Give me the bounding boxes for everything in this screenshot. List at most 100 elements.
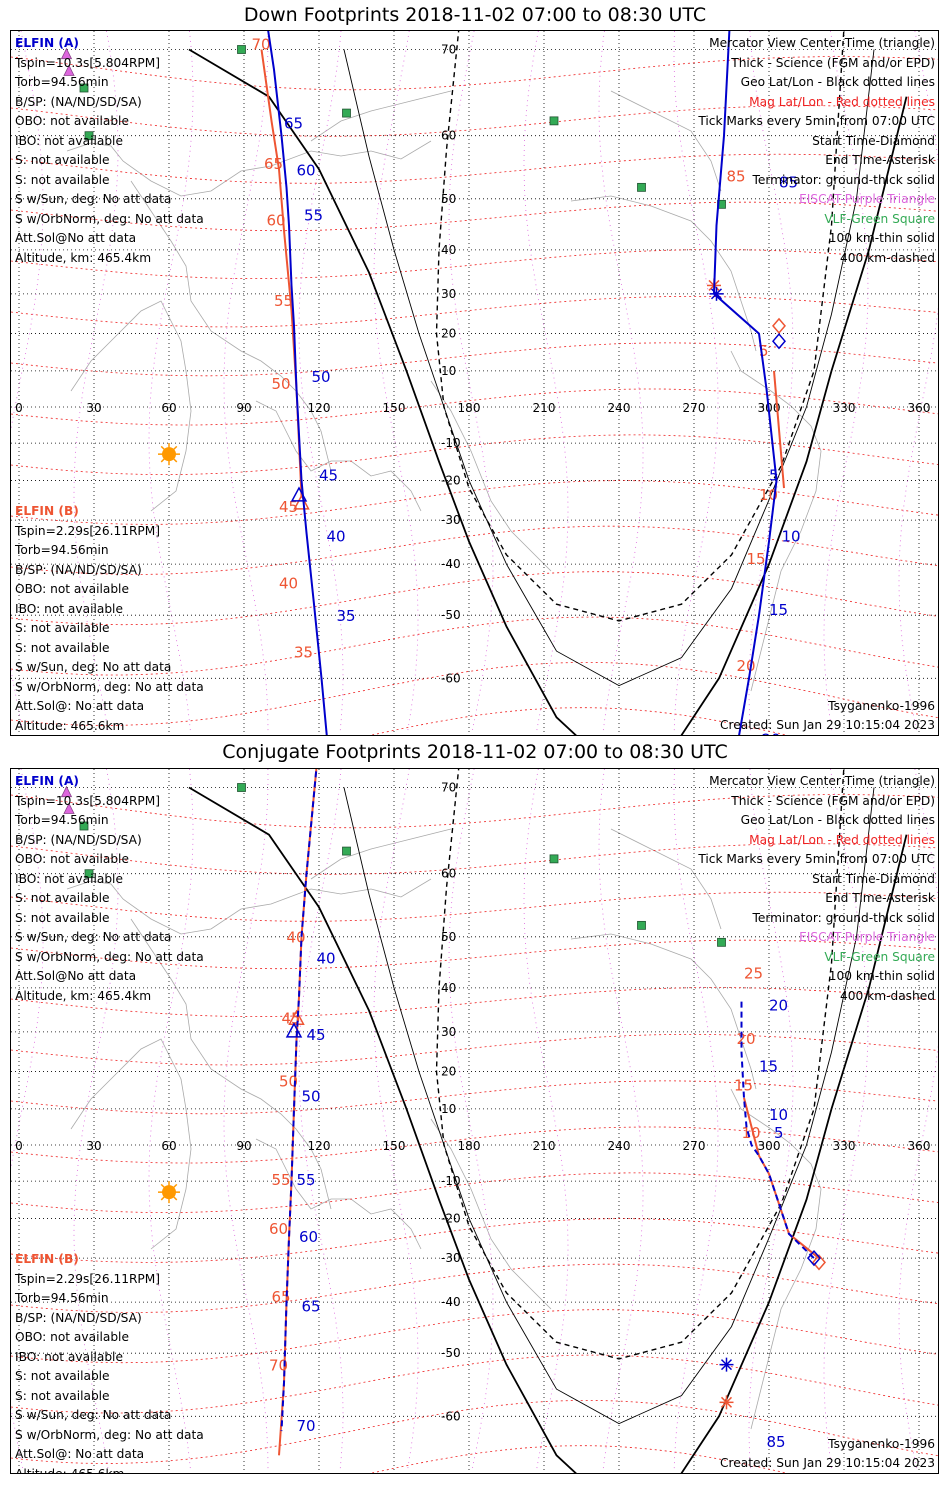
mag-grid-lat <box>11 1400 938 1464</box>
elfin-a-time-label: 65 <box>302 1298 321 1316</box>
vlf-site-marker <box>549 854 559 864</box>
elfin-b-info-line: OBO: not available <box>15 1330 129 1344</box>
legend-line: Geo Lat/Lon - Black dotted lines <box>740 75 935 89</box>
coastline <box>610 828 722 930</box>
x-tick-label: 360 <box>908 401 931 415</box>
y-tick-label: 10 <box>441 364 456 378</box>
elfin-a-info-line: OBO: not available <box>15 852 129 866</box>
mag-grid-lat <box>370 1445 788 1473</box>
coastline <box>310 828 452 880</box>
elfin-a-time-label: 70 <box>297 1417 316 1435</box>
elfin-b-info-line: Att.Sol@: No att data <box>15 1447 145 1461</box>
terminator-ground <box>188 786 908 1473</box>
elfin-b-info-line: S: not available <box>15 1388 110 1403</box>
elfin-a-center-triangle <box>285 1022 303 1038</box>
mag-grid-lat <box>11 1172 938 1213</box>
elfin-a-info-line: OBO: not available <box>15 114 129 128</box>
y-tick-label: -30 <box>441 513 461 527</box>
elfin-b-time-label: 60 <box>267 211 286 229</box>
y-tick-label: -20 <box>441 473 461 487</box>
legend-line: Mag Lat/Lon - Red dotted lines <box>749 832 935 847</box>
elfin-a-start-diamond <box>772 333 786 350</box>
elfin-b-header: ELFIN (B) <box>15 504 79 518</box>
elfin-b-info-line: IBO: not available <box>15 601 123 616</box>
elfin-b-time-label: 55 <box>272 1171 291 1189</box>
x-tick-label: 150 <box>383 1139 406 1153</box>
y-tick-label: 50 <box>441 930 456 944</box>
elfin-b-info-line: S w/OrbNorm, deg: No att data <box>15 1427 204 1442</box>
x-tick-label: 150 <box>383 401 406 415</box>
panel-conjugate-footprints: 0 30 60 90 120 150 180 210 240 270 300 330 360 70 60 50… <box>10 768 939 1474</box>
y-tick-label: 20 <box>441 1065 456 1079</box>
x-tick-label: 60 <box>161 1139 176 1153</box>
legend-line: Tick Marks every 5min from 07:00 UTC <box>698 852 935 866</box>
elfin-a-end-asterisk-stroke <box>710 288 723 300</box>
elfin-b-time-label: 10 <box>742 1124 761 1142</box>
x-tick-label: 120 <box>308 1139 331 1153</box>
elfin-b-info-line: Tspin=2.29s[26.11RPM] <box>15 1271 161 1286</box>
y-tick-label: -60 <box>441 1409 461 1423</box>
coastline <box>255 400 422 512</box>
map-down: 0 30 60 90 120 150 180 210 240 270 300 330 360706050… <box>11 31 938 736</box>
elfin-a-time-label: 50 <box>302 1088 321 1106</box>
vlf-site-marker <box>84 869 94 879</box>
elfin-a-info-line: Torb=94.56min <box>15 75 109 89</box>
elfin-a-time-label: 20 <box>762 730 781 736</box>
elfin-b-time-label: 85 <box>727 167 746 185</box>
elfin-a-time-label: 10 <box>769 1106 788 1124</box>
vlf-site-marker <box>342 108 351 118</box>
elfin-a-info-line: S w/OrbNorm, deg: No att data <box>15 949 204 964</box>
elfin-b-info-line: Torb=94.56min <box>15 543 109 557</box>
legend: Mercator View Center Time (triangle) Thic… <box>698 772 935 1006</box>
elfin-a-time-label: 5 <box>774 1124 784 1142</box>
y-tick-label: 30 <box>441 287 456 301</box>
elfin-a-info-line: Altitude, km: 465.4km <box>15 988 152 1003</box>
coastline <box>570 195 757 352</box>
mag-grid-lat <box>11 480 938 525</box>
mag-grid-lat <box>11 843 938 875</box>
legend: Mercator View Center Time (triangle) Thic… <box>698 34 935 268</box>
elfin-a-time-label: 45 <box>319 466 338 484</box>
elfin-a-info-line: S w/OrbNorm, deg: No att data <box>15 211 204 226</box>
y-tick-label: -50 <box>441 1346 461 1360</box>
y-tick-label: 40 <box>441 981 456 995</box>
x-tick-label: 330 <box>833 1139 856 1153</box>
elfin-a-time-label: 15 <box>759 1058 778 1076</box>
y-tick-label: -40 <box>441 1295 461 1309</box>
elfin-a-time-label: 40 <box>327 527 346 545</box>
vlf-site-marker <box>237 783 246 792</box>
legend-line: VLF-Green Square <box>824 949 935 964</box>
elfin-a-time-label: 40 <box>317 949 336 967</box>
sun-icon <box>158 1181 180 1204</box>
mag-grid-lon <box>598 769 644 1470</box>
info-elfin-b: ELFIN (B) Tspin=2.29s[26.11RPM] Torb=94.56… <box>15 502 204 735</box>
legend-line: Geo Lat/Lon - Black dotted lines <box>740 813 935 827</box>
elfin-b-info-line: B/SP: (NA/ND/SD/SA) <box>15 562 142 577</box>
elfin-a-info-line: S w/Sun, deg: No att data <box>15 192 172 206</box>
elfin-b-time-label: 25 <box>744 964 763 982</box>
elfin-b-time-label: 15 <box>747 550 766 568</box>
x-tick-label: 30 <box>86 1139 101 1153</box>
vlf-site-marker <box>717 937 726 947</box>
title-conjugate: Conjugate Footprints 2018-11-02 07:00 to… <box>222 741 728 763</box>
y-tick-label: -10 <box>441 1174 461 1188</box>
elfin-a-start-diamond <box>807 1250 821 1267</box>
sun-icon <box>158 443 180 466</box>
y-tick-label: -60 <box>441 671 461 685</box>
info-elfin-a: ELFIN (A) Tspin=10.3s[5.804RPM] Torb=94.56… <box>15 34 204 268</box>
mag-grid-lat <box>11 525 938 575</box>
mag-grid-lat <box>11 342 938 377</box>
mag-grid-lon <box>298 769 344 1470</box>
elfin-a-track-2 <box>740 1001 815 1259</box>
coastline <box>130 918 332 1210</box>
elfin-b-time-label: 70 <box>252 36 271 54</box>
y-tick-label: 60 <box>441 129 456 143</box>
x-tick-label: 240 <box>608 1139 631 1153</box>
elfin-a-time-label: 45 <box>307 1026 326 1044</box>
elfin-a-info-line: S w/Sun, deg: No att data <box>15 930 172 944</box>
mag-grid-lat <box>11 1126 938 1164</box>
legend-line: EISCAT-Purple Triangle <box>799 192 935 206</box>
y-tick-label: 60 <box>441 867 456 881</box>
elfin-a-header: ELFIN (A) <box>15 774 79 788</box>
coastline <box>310 90 452 142</box>
